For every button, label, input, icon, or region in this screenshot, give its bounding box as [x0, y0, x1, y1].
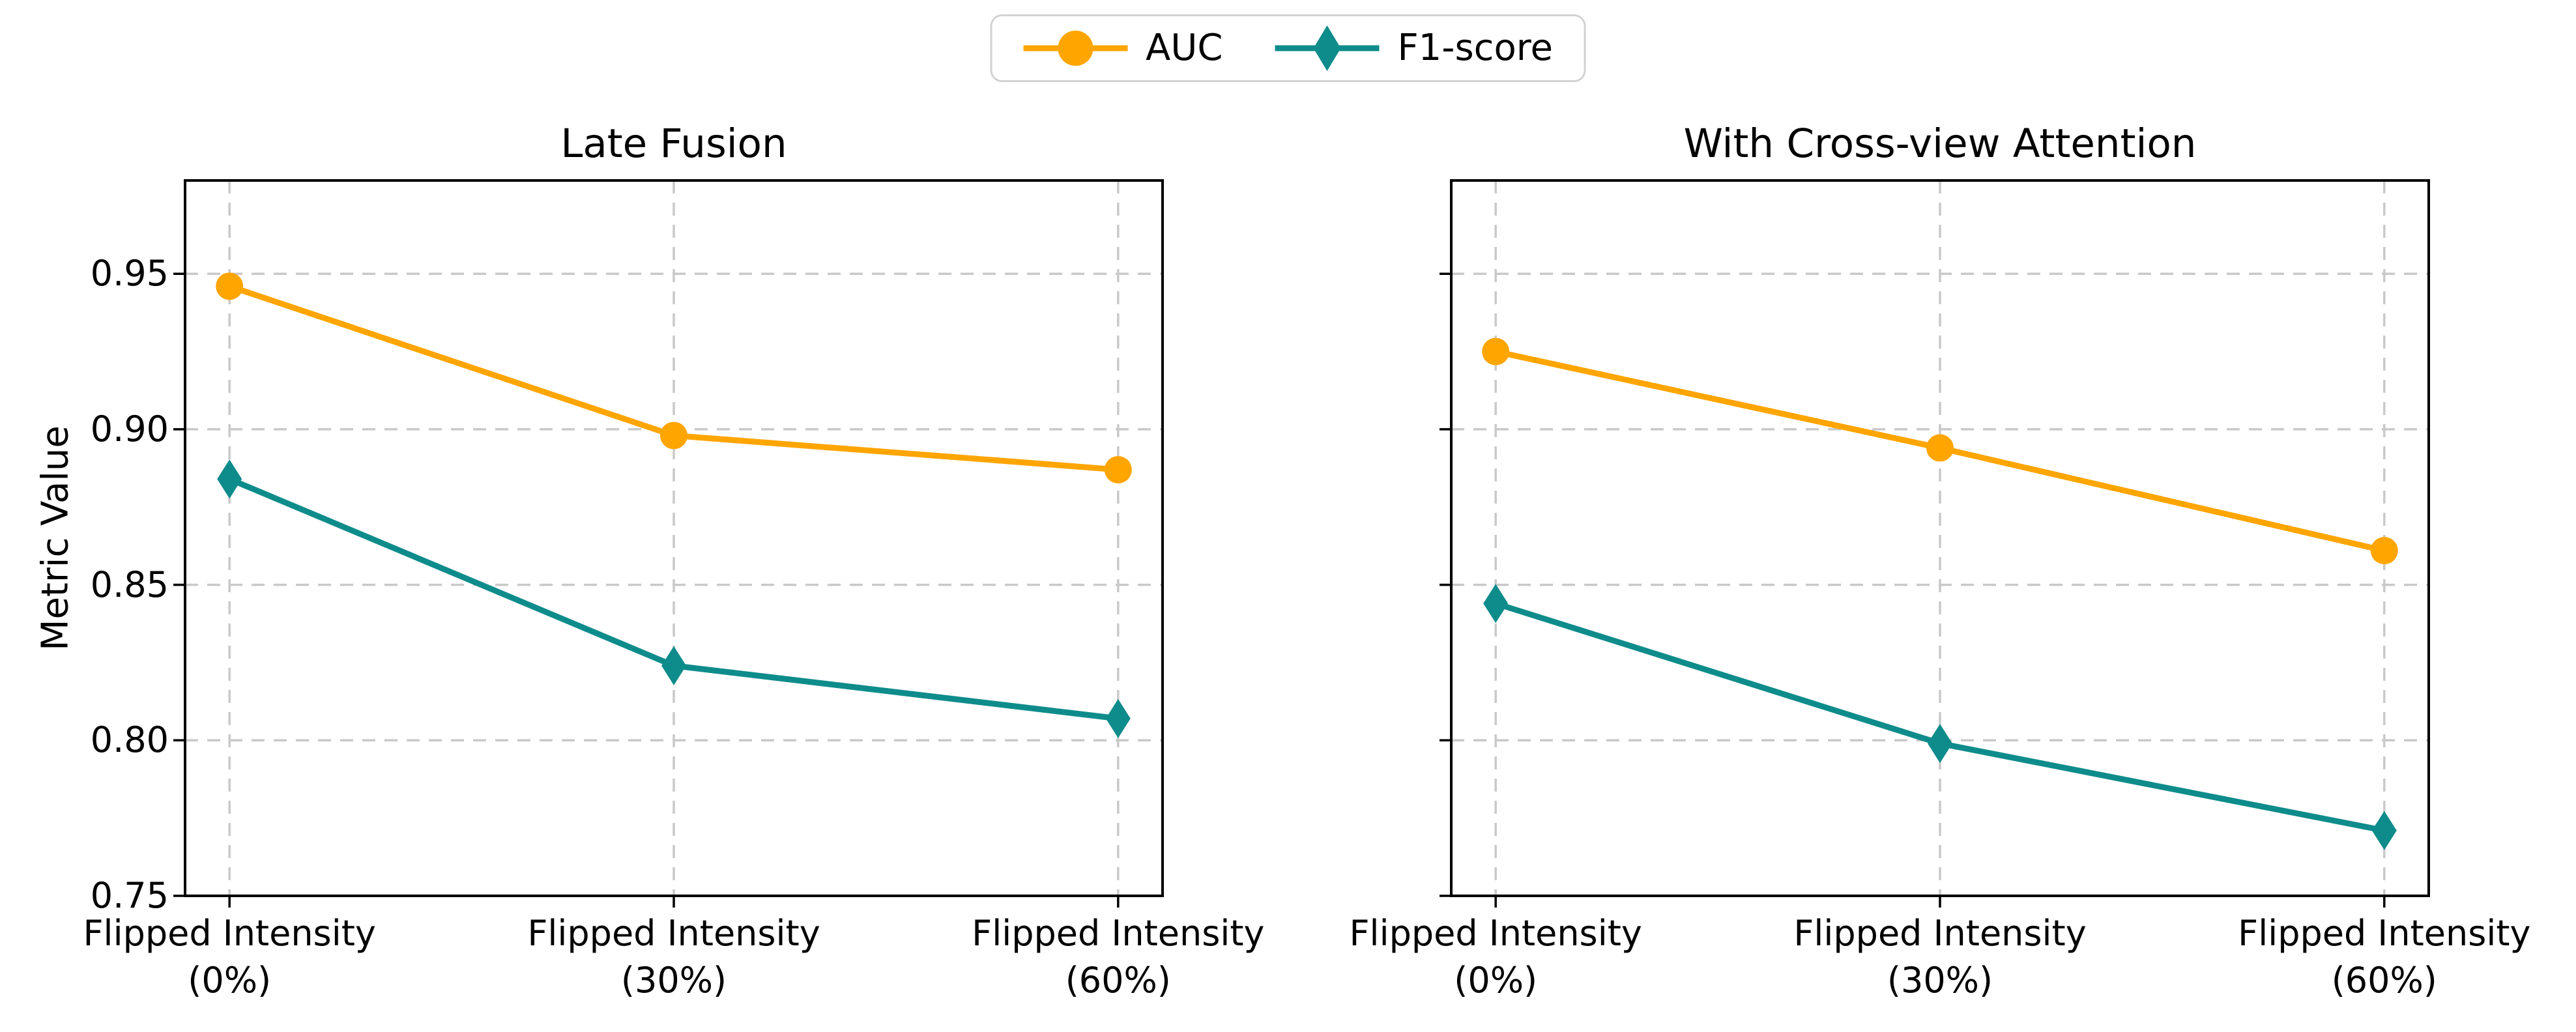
- marker-f1-score-2: [1105, 698, 1131, 738]
- x-tick-label-line2: (0%): [1454, 960, 1538, 1001]
- x-tick-label-line2: (30%): [1887, 960, 1993, 1001]
- marker-auc-1: [660, 422, 687, 450]
- y-axis-label: Metric Value: [34, 425, 77, 651]
- f1-line-marker-icon: [1275, 25, 1380, 71]
- y-tick-label: 0.85: [90, 564, 169, 605]
- subplot-title-cross-view-attention: With Cross-view Attention: [1683, 121, 2197, 167]
- legend-label-auc: AUC: [1146, 27, 1223, 69]
- y-tick-label: 0.75: [90, 875, 169, 916]
- marker-auc-0: [1482, 337, 1510, 366]
- y-tick-label: 0.90: [90, 408, 169, 450]
- marker-auc-2: [1104, 455, 1132, 483]
- x-tick-label-line1: Flipped Intensity: [1793, 913, 2087, 954]
- legend-item-auc: AUC: [1023, 25, 1223, 71]
- auc-line-marker-icon: [1023, 31, 1128, 66]
- subplot-title-late-fusion: Late Fusion: [560, 121, 787, 167]
- x-tick-label-line1: Flipped Intensity: [1349, 913, 1642, 954]
- x-tick-label-line2: (60%): [1065, 960, 1171, 1001]
- y-tick-label: 0.80: [90, 719, 169, 761]
- axes-spines: [184, 179, 1164, 897]
- marker-f1-score-2: [2371, 810, 2397, 850]
- legend: AUC F1-score: [990, 14, 1586, 82]
- x-tick-label: Flipped Intensity (30%): [1731, 910, 2149, 1004]
- marker-auc-1: [1926, 434, 1954, 462]
- x-tick-label-line1: Flipped Intensity: [2238, 913, 2531, 954]
- x-tick-label-line2: (60%): [2331, 960, 2437, 1001]
- marker-auc-2: [2370, 537, 2398, 565]
- late-fusion-plot-area: [173, 179, 1164, 908]
- axes-spines: [1450, 179, 2430, 897]
- marker-f1-score-0: [1483, 584, 1509, 624]
- x-tick-label-line2: (0%): [188, 960, 272, 1001]
- x-tick-label: Flipped Intensity (0%): [1287, 910, 1704, 1004]
- x-tick-label: Flipped Intensity (60%): [2176, 910, 2576, 1004]
- x-tick-label-line1: Flipped Intensity: [83, 913, 376, 954]
- marker-auc-0: [216, 272, 244, 300]
- x-tick-label: Flipped Intensity (0%): [21, 910, 438, 1004]
- marker-f1-score-1: [661, 646, 686, 685]
- y-tick-label: 0.95: [90, 253, 169, 294]
- legend-item-f1: F1-score: [1275, 25, 1553, 71]
- marker-f1-score-1: [1928, 724, 1952, 764]
- legend-label-f1: F1-score: [1397, 27, 1553, 69]
- x-tick-label: Flipped Intensity (60%): [910, 910, 1327, 1004]
- cross-view-attention-plot-area: [1440, 179, 2430, 908]
- marker-f1-score-0: [217, 459, 242, 499]
- x-tick-label-line1: Flipped Intensity: [527, 913, 820, 954]
- x-tick-label-line1: Flipped Intensity: [972, 913, 1265, 954]
- x-tick-label: Flipped Intensity (30%): [465, 910, 882, 1004]
- x-tick-label-line2: (30%): [620, 960, 727, 1001]
